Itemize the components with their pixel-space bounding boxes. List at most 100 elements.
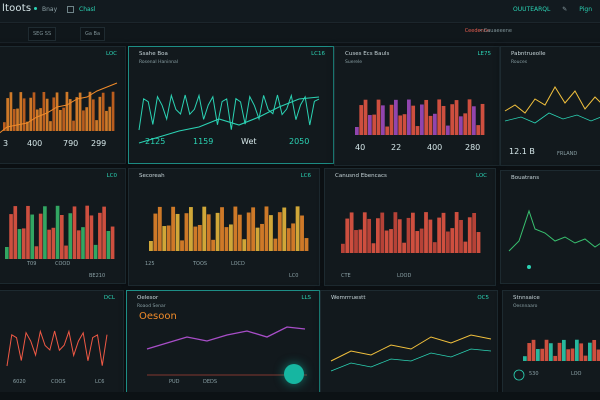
floating-action-button[interactable] bbox=[284, 364, 304, 384]
bar bbox=[476, 232, 481, 253]
panel-12-subtitle: Oesnnaaro bbox=[513, 304, 538, 309]
top-right-item-1[interactable]: OUUTEARQL bbox=[513, 6, 551, 13]
panel-11-title: Wemrrruestt bbox=[331, 295, 366, 301]
panel-6-chart bbox=[149, 206, 309, 251]
bar bbox=[29, 97, 33, 131]
bar bbox=[39, 108, 42, 131]
bar bbox=[215, 212, 220, 251]
bar bbox=[579, 343, 584, 361]
bar bbox=[9, 92, 13, 131]
bar bbox=[389, 104, 394, 135]
bar bbox=[415, 126, 420, 135]
panel-2-title: Ssahe Boa bbox=[139, 51, 168, 57]
bar bbox=[19, 92, 23, 131]
bar bbox=[264, 206, 269, 251]
bar bbox=[393, 212, 398, 253]
panel-9[interactable]: DCL 6020 COOS LC6 bbox=[0, 290, 124, 396]
bar bbox=[384, 230, 389, 253]
bar bbox=[372, 114, 377, 135]
panel-3-metric-3: 400 bbox=[427, 143, 443, 152]
bar bbox=[91, 99, 95, 131]
panel-2[interactable]: Ssahe Boa Rosenal Haninnal LC16 2125 115… bbox=[128, 46, 334, 164]
bar bbox=[450, 104, 455, 135]
nav-checkbox-icon[interactable] bbox=[67, 6, 75, 13]
bar bbox=[60, 214, 64, 259]
panel-3-metric-2: 22 bbox=[391, 143, 402, 152]
bar bbox=[385, 126, 390, 135]
bar bbox=[376, 218, 380, 253]
panel-7-metric-2: LOOD bbox=[397, 273, 412, 279]
panel-7-title: Canusnd Ebencacs bbox=[335, 173, 387, 179]
subbar-alert[interactable]: Ceedenne bbox=[464, 28, 490, 34]
bar bbox=[557, 342, 562, 361]
bar bbox=[12, 109, 16, 131]
panel-8-title: Bouatrans bbox=[511, 175, 540, 181]
bar bbox=[193, 226, 198, 251]
bar bbox=[224, 227, 229, 251]
panel-2-chart bbox=[138, 93, 320, 144]
bar bbox=[101, 92, 105, 131]
panel-11[interactable]: Wemrrruestt OC5 bbox=[320, 290, 498, 398]
bar bbox=[428, 219, 433, 253]
bar bbox=[454, 212, 459, 253]
subbar-chip-1[interactable]: SEG SS bbox=[28, 27, 57, 41]
panel-4-title: Pabntrueolle bbox=[511, 51, 546, 57]
panel-12[interactable]: Stnnsaice Oesnnaaro 530 LOO bbox=[502, 290, 600, 396]
panel-5[interactable]: LC0 T09 COOD BE210 bbox=[0, 168, 126, 284]
bar bbox=[437, 99, 442, 135]
subbar-right-item[interactable]: • Cauaeeene bbox=[479, 28, 512, 34]
bar bbox=[394, 99, 398, 135]
bar bbox=[149, 241, 153, 251]
bar bbox=[295, 206, 300, 251]
panel-1-metric-4: 299 bbox=[91, 139, 107, 148]
tool-icon[interactable]: ✎ bbox=[562, 6, 568, 13]
panel-10-title: Oelesor bbox=[137, 295, 159, 301]
panel-10-chart bbox=[146, 326, 307, 376]
bar bbox=[446, 231, 450, 253]
panel-4[interactable]: Pabntrueolle Rouces 12.1 B FRLAND bbox=[500, 46, 600, 166]
panel-12-metric-1: 530 bbox=[529, 371, 539, 377]
panel-8-chart bbox=[508, 209, 600, 269]
nav-item-1[interactable]: Bnay bbox=[42, 6, 58, 13]
bar bbox=[3, 122, 6, 131]
panel-6-metric-3: LOCD bbox=[231, 261, 245, 267]
bar bbox=[22, 98, 26, 131]
bar bbox=[89, 215, 94, 259]
panel-3-chart bbox=[355, 99, 485, 135]
panel-3[interactable]: Cuses Ecs Bauls Suerele LE75 40 22 400 2… bbox=[334, 46, 500, 166]
panel-2-tag: LC16 bbox=[311, 51, 325, 57]
panel-1[interactable]: LOC 3 400 790 299 bbox=[0, 46, 126, 164]
nav-item-2[interactable]: Chasl bbox=[79, 6, 96, 13]
bar bbox=[540, 348, 545, 361]
bar bbox=[389, 229, 393, 253]
panel-4-subtitle: Rouces bbox=[511, 60, 528, 65]
panel-6[interactable]: Secoreah LC6 125 TOOS LOCD LC0 bbox=[128, 168, 320, 286]
panel-11-tag: OC5 bbox=[477, 295, 489, 301]
panel-9-tag: DCL bbox=[103, 295, 115, 301]
panel-2-subtitle: Rosenal Haninnal bbox=[139, 60, 179, 65]
bar bbox=[355, 127, 359, 135]
app-brand[interactable]: ltoots bbox=[2, 3, 38, 14]
bar bbox=[17, 229, 22, 259]
top-right-actions: OUUTEARQL ✎ Pign bbox=[503, 6, 592, 13]
bar bbox=[108, 106, 112, 131]
panel-8[interactable]: Bouatrans bbox=[500, 170, 600, 284]
bar bbox=[419, 228, 424, 253]
panel-2-metric-1: 2125 bbox=[145, 137, 166, 146]
bar bbox=[93, 244, 98, 259]
bar bbox=[233, 206, 238, 251]
panel-5-metric-3: BE210 bbox=[89, 273, 106, 279]
panel-7[interactable]: Canusnd Ebencacs LOC CTE LOOD bbox=[324, 168, 496, 286]
bar bbox=[411, 212, 415, 253]
bar bbox=[65, 91, 69, 131]
top-right-item-2[interactable]: Pign bbox=[579, 6, 592, 13]
bar bbox=[459, 116, 463, 135]
bar bbox=[38, 213, 43, 259]
bar bbox=[52, 97, 56, 131]
bar bbox=[68, 213, 73, 259]
bar bbox=[229, 224, 233, 251]
subbar-chip-2[interactable]: Ga Ba bbox=[80, 27, 106, 41]
bar bbox=[206, 214, 211, 251]
bar bbox=[588, 342, 592, 361]
bar bbox=[562, 339, 566, 361]
